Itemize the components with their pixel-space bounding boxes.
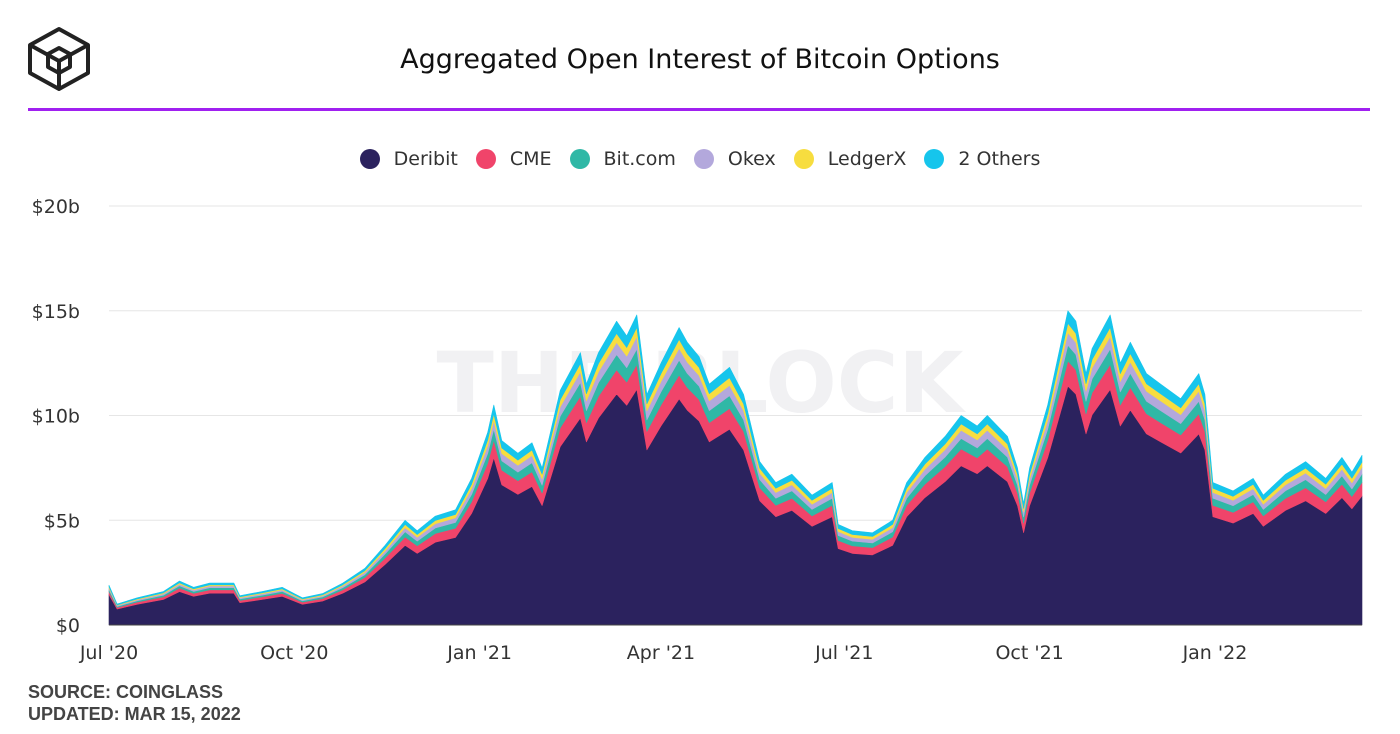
legend-item-cme[interactable]: CME — [475, 148, 552, 170]
legend-label: Bit.com — [603, 148, 676, 170]
x-tick-label: Jan '22 — [1182, 642, 1248, 664]
legend-item-2-others[interactable]: 2 Others — [924, 148, 1040, 170]
y-tick-label: $0 — [56, 615, 80, 637]
series-2-others — [108, 310, 1363, 606]
y-tick-label: $5b — [44, 510, 80, 532]
legend-item-ledgerx[interactable]: LedgerX — [793, 148, 907, 170]
legend-swatch — [569, 149, 590, 169]
legend-swatch — [693, 149, 714, 169]
legend: Deribit CME Bit.com Okex LedgerX 2 Others — [0, 148, 1400, 170]
y-tick-label: $20b — [32, 196, 80, 218]
the-block-cube-logo-icon — [28, 27, 90, 91]
legend-swatch — [475, 149, 496, 169]
legend-item-okex[interactable]: Okex — [693, 148, 776, 170]
legend-item-deribit[interactable]: Deribit — [359, 148, 458, 170]
x-tick-label: Oct '20 — [260, 642, 328, 664]
legend-label: Deribit — [393, 148, 458, 170]
x-tick-label: Apr '21 — [627, 642, 695, 664]
x-tick-label: Jul '21 — [814, 642, 873, 664]
legend-item-bit-com[interactable]: Bit.com — [569, 148, 676, 170]
updated-label: UPDATED: MAR 15, 2022 — [28, 704, 241, 724]
y-tick-label: $15b — [32, 301, 80, 323]
accent-divider — [28, 108, 1370, 111]
x-tick-label: Jul '20 — [79, 642, 138, 664]
source-note: SOURCE: COINGLASS UPDATED: MAR 15, 2022 — [28, 681, 241, 725]
source-label: SOURCE: COINGLASS — [28, 682, 224, 702]
legend-swatch — [924, 149, 945, 169]
legend-label: Okex — [727, 148, 776, 170]
y-tick-label: $10b — [32, 406, 80, 428]
x-tick-label: Oct '21 — [995, 642, 1063, 664]
legend-label: 2 Others — [958, 148, 1041, 170]
legend-swatch — [359, 149, 380, 169]
legend-label: LedgerX — [827, 148, 907, 170]
legend-label: CME — [509, 148, 552, 170]
x-tick-label: Jan '21 — [446, 642, 512, 664]
chart-title: Aggregated Open Interest of Bitcoin Opti… — [400, 44, 1000, 75]
legend-swatch — [793, 149, 814, 169]
